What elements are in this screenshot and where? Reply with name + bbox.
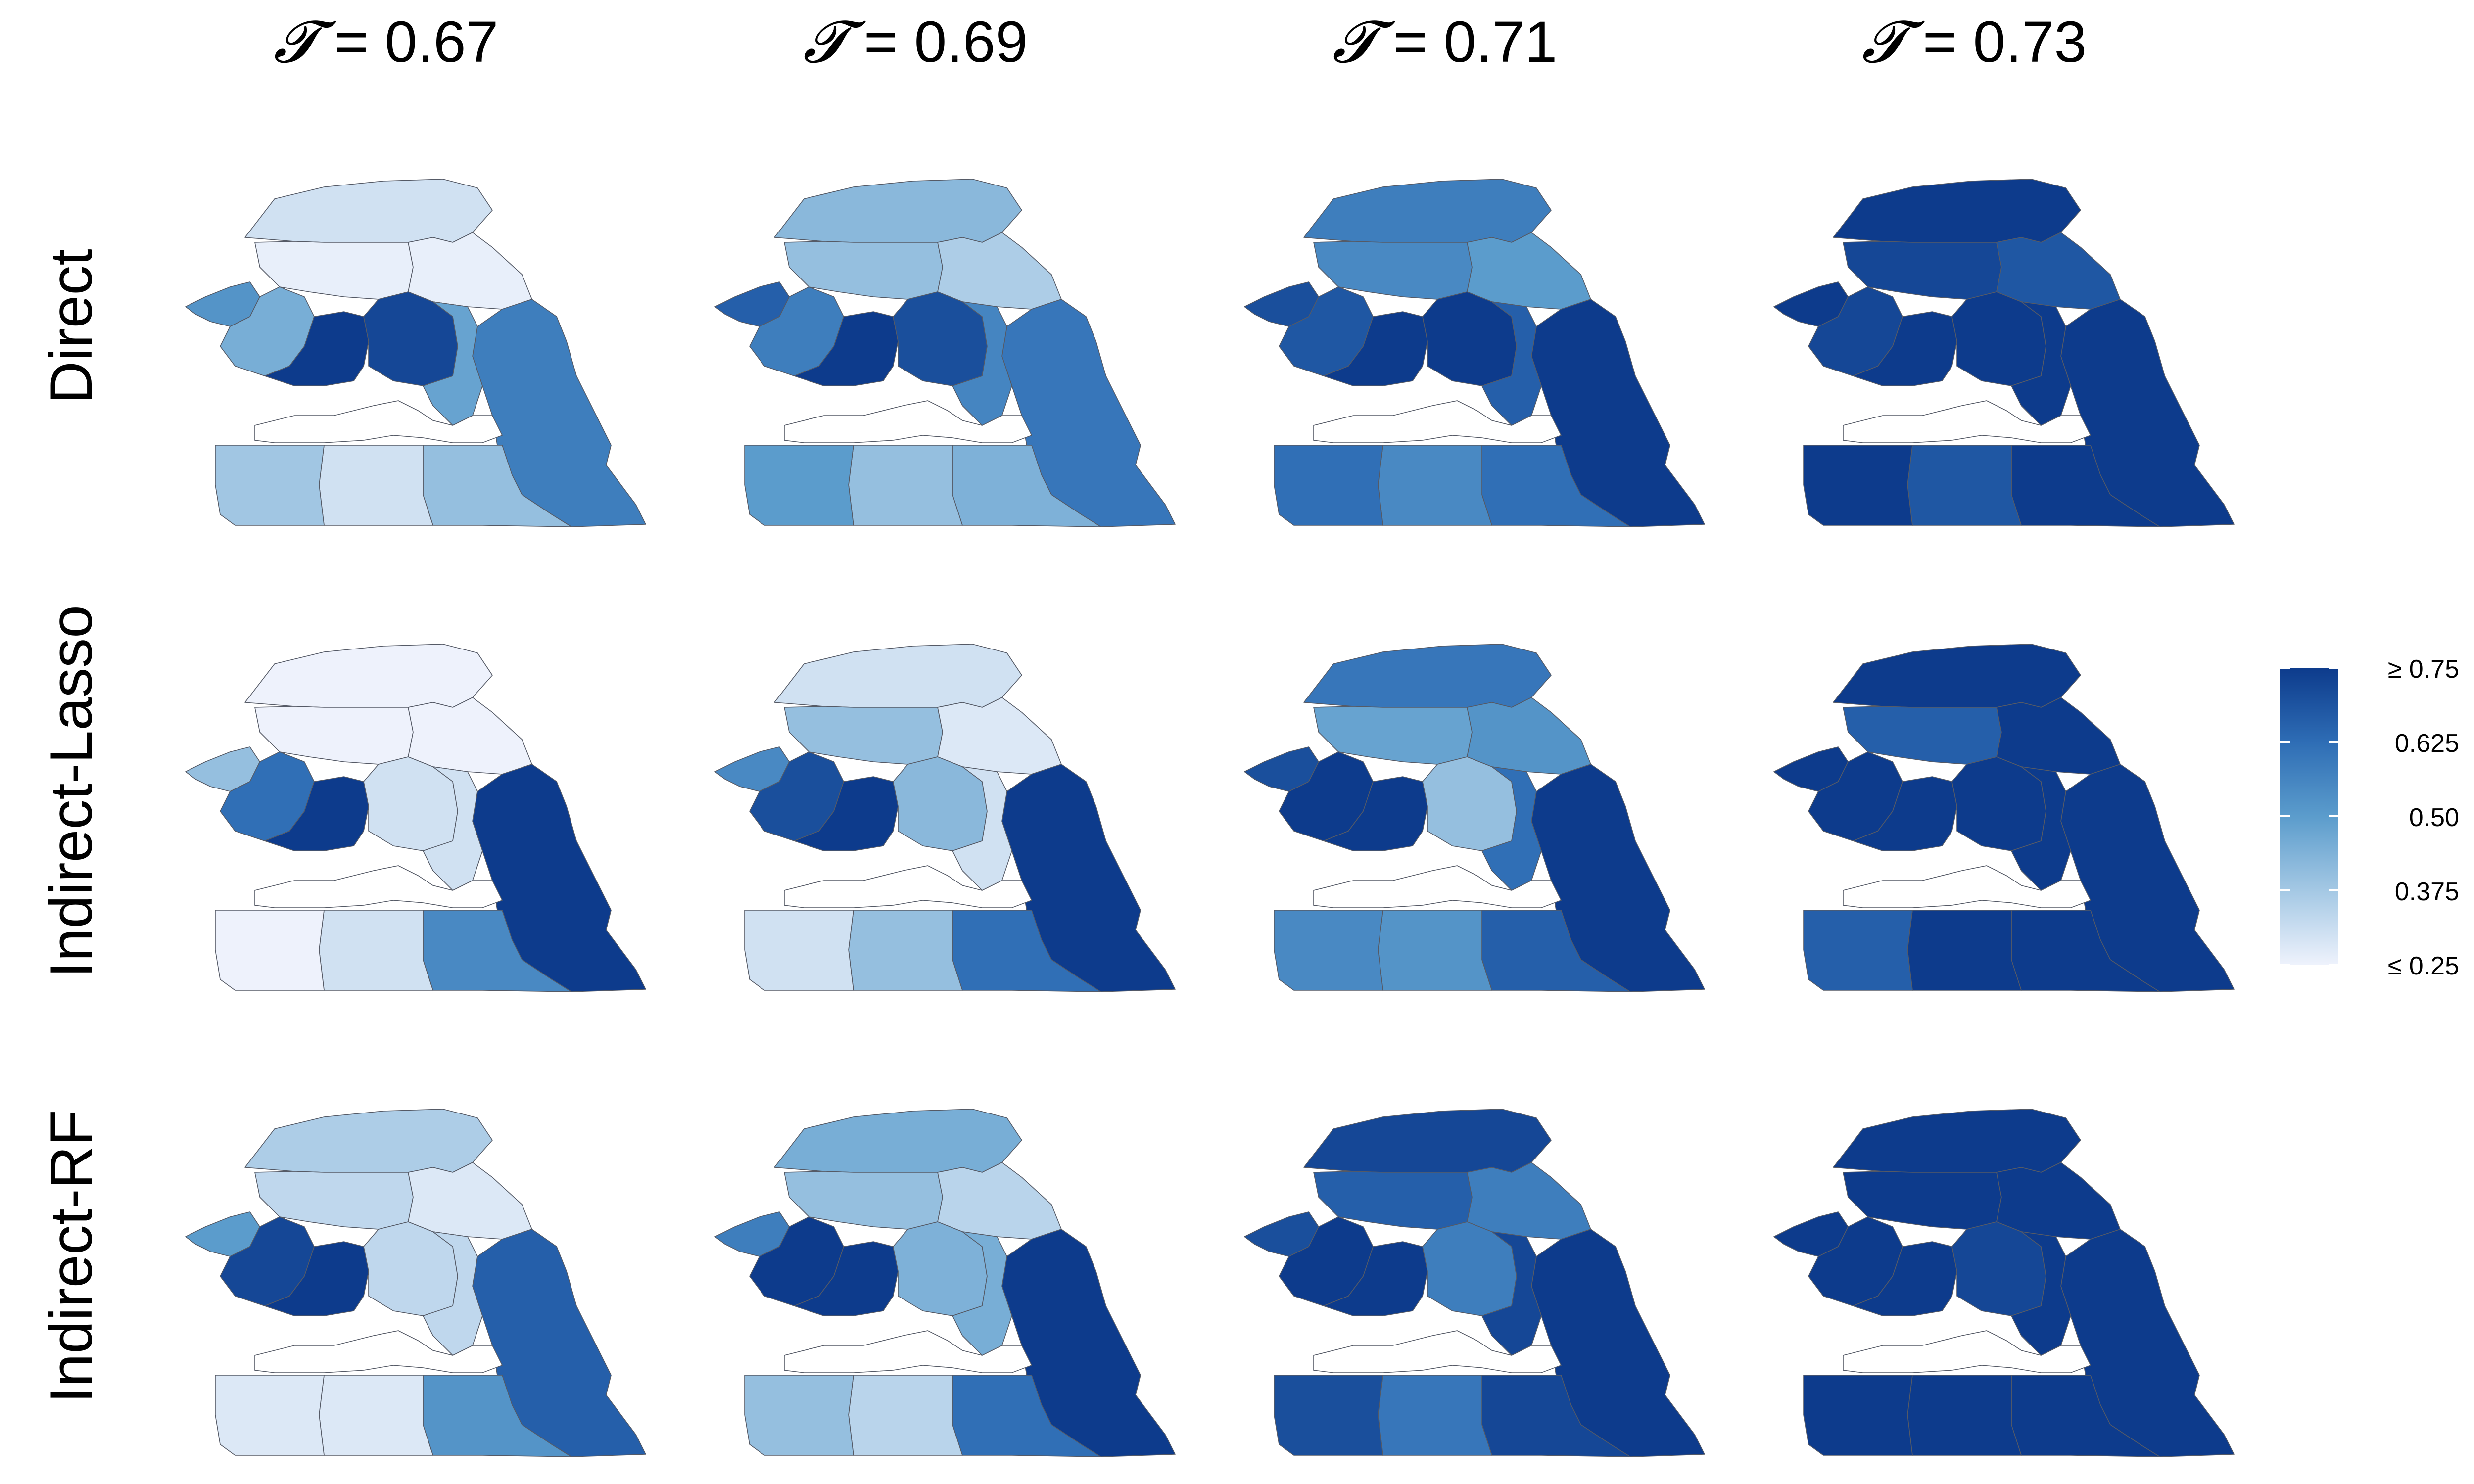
legend-label: 0.375 bbox=[2395, 878, 2459, 906]
legend-label: 0.50 bbox=[2409, 803, 2459, 832]
color-legend: ≥ 0.75 0.625 0.50 0.375 ≤ 0.25 bbox=[2280, 655, 2459, 980]
legend-label: 0.625 bbox=[2395, 729, 2459, 758]
map-region-south-center bbox=[1907, 1375, 2022, 1456]
map-panel bbox=[1773, 179, 2235, 527]
map-region-casamance bbox=[744, 445, 854, 526]
map-region-south-center bbox=[848, 445, 963, 526]
map-region-casamance bbox=[215, 1375, 325, 1456]
map-region-south-center bbox=[1907, 910, 2022, 991]
map-region-east bbox=[937, 697, 1062, 775]
map-region-east bbox=[408, 1162, 532, 1240]
map-region-south-center bbox=[848, 1375, 963, 1456]
map-region-east bbox=[1996, 697, 2121, 775]
map-region-south-center bbox=[1378, 1375, 1492, 1456]
map-panel bbox=[185, 1109, 646, 1457]
legend-ticks bbox=[2280, 667, 2338, 966]
map-panel bbox=[185, 644, 646, 992]
gambia-cutout bbox=[784, 1330, 1033, 1373]
legend-label: ≥ 0.75 bbox=[2388, 655, 2459, 684]
map-panel bbox=[1773, 644, 2235, 992]
map-region-east bbox=[1467, 697, 1591, 775]
gambia-cutout bbox=[1843, 400, 2092, 443]
map-region-casamance bbox=[744, 1375, 854, 1456]
map-region-east bbox=[1996, 1162, 2121, 1240]
map-region-north bbox=[244, 1109, 493, 1173]
map-panel bbox=[1773, 1109, 2235, 1457]
gambia-cutout bbox=[784, 865, 1033, 908]
gambia-cutout bbox=[1313, 1330, 1562, 1373]
map-region-north bbox=[1303, 644, 1552, 708]
gambia-cutout bbox=[1843, 1330, 2092, 1373]
map-region-north bbox=[774, 1109, 1022, 1173]
column-title: 𝓣 = 0.71 bbox=[1332, 7, 1558, 76]
map-region-south-center bbox=[848, 910, 963, 991]
map-region-south-center bbox=[1378, 445, 1492, 526]
map-panel bbox=[1244, 644, 1705, 992]
map-region-east bbox=[1996, 232, 2121, 310]
map-region-casamance bbox=[215, 445, 325, 526]
map-region-north bbox=[244, 179, 493, 243]
map-panel bbox=[1244, 1109, 1705, 1457]
map-region-east bbox=[1467, 232, 1591, 310]
map-region-east bbox=[1467, 1162, 1591, 1240]
row-label: Direct bbox=[38, 249, 104, 404]
map-grid bbox=[185, 179, 2235, 1457]
map-region-casamance bbox=[1803, 910, 1913, 991]
gambia-cutout bbox=[254, 1330, 503, 1373]
map-region-south-center bbox=[1907, 445, 2022, 526]
row-labels: Direct Indirect-Lasso Indirect-RF bbox=[38, 249, 104, 1403]
map-region-east bbox=[937, 1162, 1062, 1240]
map-panel bbox=[714, 1109, 1176, 1457]
map-region-north bbox=[774, 179, 1022, 243]
gambia-cutout bbox=[254, 400, 503, 443]
gambia-cutout bbox=[1843, 865, 2092, 908]
gambia-cutout bbox=[1313, 865, 1562, 908]
column-titles: 𝓣 = 0.67 𝓣 = 0.69 𝓣 = 0.71 𝓣 = 0.73 bbox=[274, 7, 2087, 76]
map-region-north bbox=[1303, 179, 1552, 243]
map-region-casamance bbox=[744, 910, 854, 991]
map-region-north bbox=[1833, 644, 2081, 708]
map-region-east bbox=[408, 697, 532, 775]
map-region-casamance bbox=[1274, 910, 1383, 991]
column-title: 𝓣 = 0.73 bbox=[1862, 7, 2087, 76]
column-title: 𝓣 = 0.69 bbox=[803, 7, 1028, 76]
row-label: Indirect-Lasso bbox=[38, 605, 104, 978]
map-region-casamance bbox=[1274, 445, 1383, 526]
gambia-cutout bbox=[784, 400, 1033, 443]
map-region-east bbox=[408, 232, 532, 310]
map-region-casamance bbox=[1803, 445, 1913, 526]
map-region-south-center bbox=[319, 910, 433, 991]
map-panel bbox=[714, 179, 1176, 527]
map-region-south-center bbox=[319, 1375, 433, 1456]
map-region-north bbox=[244, 644, 493, 708]
legend-label: ≤ 0.25 bbox=[2388, 952, 2459, 980]
map-region-east bbox=[937, 232, 1062, 310]
map-panel bbox=[714, 644, 1176, 992]
map-region-north bbox=[1833, 179, 2081, 243]
column-title: 𝓣 = 0.67 bbox=[274, 7, 499, 76]
map-panel bbox=[185, 179, 646, 527]
map-panel bbox=[1244, 179, 1705, 527]
map-region-south-center bbox=[319, 445, 433, 526]
row-label: Indirect-RF bbox=[38, 1110, 104, 1403]
map-region-north bbox=[1303, 1109, 1552, 1173]
gambia-cutout bbox=[1313, 400, 1562, 443]
map-region-casamance bbox=[215, 910, 325, 991]
map-region-casamance bbox=[1803, 1375, 1913, 1456]
map-region-north bbox=[774, 644, 1022, 708]
map-region-north bbox=[1833, 1109, 2081, 1173]
map-region-casamance bbox=[1274, 1375, 1383, 1456]
map-region-south-center bbox=[1378, 910, 1492, 991]
gambia-cutout bbox=[254, 865, 503, 908]
